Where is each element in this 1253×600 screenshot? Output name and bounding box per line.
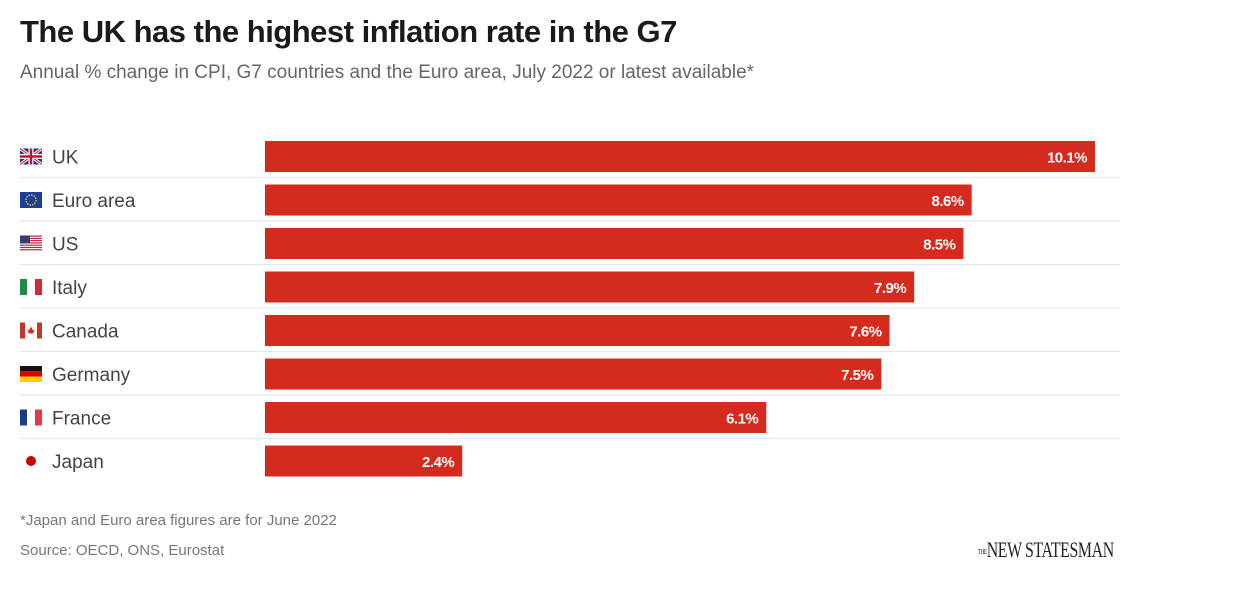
bar-us xyxy=(265,228,964,259)
chart-subtitle: Annual % change in CPI, G7 countries and… xyxy=(20,62,755,83)
eu-flag-icon xyxy=(20,192,42,208)
japan-flag-icon xyxy=(26,456,36,466)
italy-flag-icon xyxy=(20,279,42,295)
bar-uk xyxy=(265,141,1095,172)
data-label: 7.5% xyxy=(841,367,873,384)
footnote: *Japan and Euro area figures are for Jun… xyxy=(20,512,337,529)
germany-flag-icon xyxy=(20,366,42,382)
data-label: 2.4% xyxy=(422,454,454,471)
category-label: Euro area xyxy=(52,191,136,212)
logo-small-text: THE xyxy=(978,547,987,556)
data-label: 10.1% xyxy=(1047,150,1087,167)
france-flag-icon xyxy=(20,409,42,426)
category-label: Italy xyxy=(52,278,87,299)
uk-flag-icon xyxy=(19,147,43,166)
source-note: Source: OECD, ONS, Eurostat xyxy=(20,542,225,559)
bar-italy xyxy=(265,271,915,303)
chart-title: The UK has the highest inflation rate in… xyxy=(20,14,677,49)
category-label: Germany xyxy=(52,365,131,386)
category-label: US xyxy=(52,235,78,256)
logo-main-text: NEW STATESMAN xyxy=(986,537,1114,562)
new-statesman-logo: THENEW STATESMAN xyxy=(978,537,1114,563)
category-label: UK xyxy=(52,148,79,169)
bar-japan xyxy=(265,445,463,477)
canada-flag-icon xyxy=(20,322,42,339)
data-label: 8.6% xyxy=(932,193,964,210)
data-label: 7.9% xyxy=(874,280,906,297)
category-label: Japan xyxy=(52,452,104,473)
bar-canada xyxy=(265,315,890,346)
bar-france xyxy=(265,402,767,433)
data-label: 8.5% xyxy=(923,237,955,254)
data-label: 7.6% xyxy=(849,324,881,341)
bar-euro-area xyxy=(265,184,972,216)
bar-germany xyxy=(265,358,882,390)
category-label: Canada xyxy=(52,322,119,343)
category-label: France xyxy=(52,409,111,430)
us-flag-icon xyxy=(20,235,42,251)
data-label: 6.1% xyxy=(726,411,758,428)
